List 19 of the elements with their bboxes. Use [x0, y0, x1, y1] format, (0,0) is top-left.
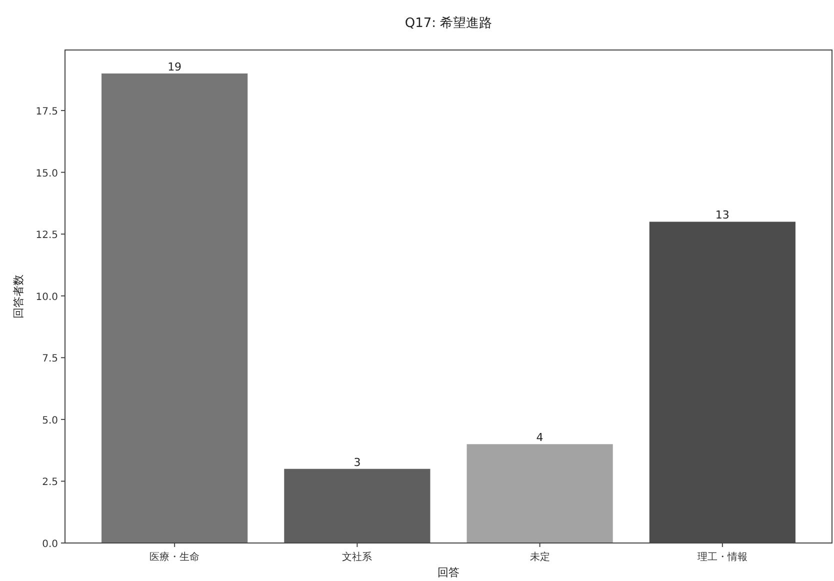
data-label: 4 [536, 431, 544, 444]
y-tick-label: 12.5 [36, 230, 58, 242]
x-tick-label: 理工・情報 [697, 551, 748, 563]
y-tick-label: 2.5 [42, 477, 58, 488]
y-tick-label: 17.5 [36, 106, 58, 118]
x-tick-label: 医療・生命 [150, 551, 200, 563]
y-tick-label: 5.0 [42, 415, 58, 426]
y-tick-label: 0.0 [42, 539, 58, 550]
x-tick-label: 未定 [530, 551, 550, 563]
x-axis-title: 回答 [438, 566, 460, 579]
chart-title: Q17: 希望進路 [404, 16, 492, 31]
data-label: 13 [715, 208, 730, 222]
y-tick-label: 10.0 [36, 292, 58, 303]
data-label: 3 [354, 456, 361, 469]
y-tick-label: 7.5 [42, 354, 58, 365]
y-tick-label: 15.0 [36, 168, 58, 180]
data-label: 19 [168, 60, 182, 74]
x-tick-label: 文社系 [342, 551, 372, 563]
y-axis-title: 回答者数 [12, 274, 25, 318]
